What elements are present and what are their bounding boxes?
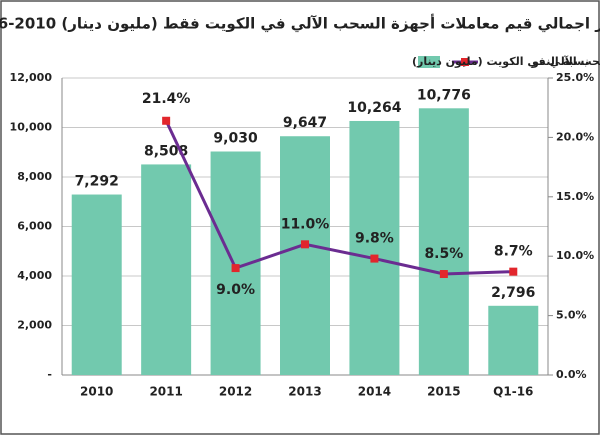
line-marker [370,254,379,263]
line-value-label: 9.8% [355,231,394,247]
legend-swatch [418,56,440,68]
bar [488,305,539,375]
line-value-label: 8.7% [494,244,533,260]
x-tick-label: 2010 [80,385,113,399]
x-tick-label: 2011 [149,385,182,399]
x-tick-label: 2015 [427,385,460,399]
y-tick-label: 6,000 [17,220,52,233]
y-tick-label: 10,000 [10,121,53,134]
line-value-label: 9.0% [216,282,255,298]
y2-tick-label: 5.0% [556,309,587,322]
x-tick-label: 2014 [358,385,391,399]
legend-marker [461,58,469,66]
y2-tick-label: 20.0% [556,130,594,143]
bar-value-label: 9,647 [283,115,327,131]
line-value-label: 11.0% [281,216,330,232]
line [164,120,514,276]
x-tick-label: 2013 [288,385,321,399]
line-marker [162,116,171,125]
y2-tick-label: 25.0% [556,71,594,84]
x-tick-label: 2012 [219,385,252,399]
y-tick-label: 4,000 [17,269,52,282]
line-value-label: 8.5% [424,246,463,262]
line-marker [231,264,240,273]
bar-value-label: 10,776 [417,87,471,103]
bar-value-label: 9,030 [213,131,258,147]
bar [418,108,469,375]
bar [349,120,400,375]
line-marker [301,240,309,249]
y2-tick-label: 10.0% [556,249,594,262]
y2-tick-label: 0.0% [556,368,587,381]
bar [71,194,122,375]
y-tick-label: 8,000 [17,170,52,183]
x-tick-label: Q1-16 [493,385,533,399]
y-tick-label: 12,000 [10,71,53,84]
bar-value-label: 10,264 [347,100,401,116]
y2-tick-label: 15.0% [556,190,594,203]
bar [280,136,330,375]
y-tick-label: 2,000 [17,319,52,332]
line-marker [509,267,518,276]
y-tick-label: - [47,368,52,381]
line-marker [439,270,448,279]
legend-label: اجمالي قيم معاملات أجهزة السحب الآلي في … [412,54,600,68]
bar-value-label: 2,796 [491,285,535,301]
line-value-label: 21.4% [142,91,191,107]
legend-label: نسبة النمو [531,55,589,68]
chart-title: تطور اجمالي قيم معاملات أجهزة السحب الآل… [0,14,600,33]
bar [141,164,192,375]
bar-value-label: 7,292 [75,174,119,190]
